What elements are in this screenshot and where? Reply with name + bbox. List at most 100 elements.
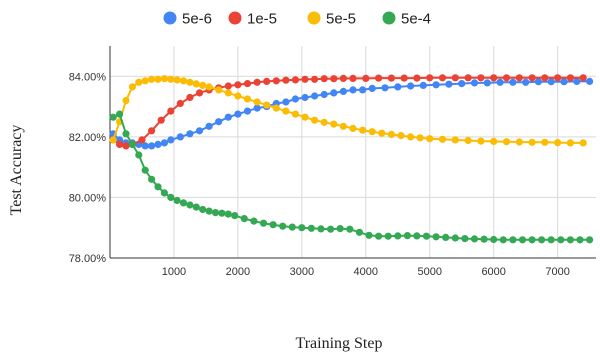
data-point (538, 236, 546, 244)
data-point (243, 95, 252, 103)
x-axis-title: Training Step (296, 335, 383, 352)
data-point (135, 78, 143, 86)
data-point (346, 225, 354, 233)
data-point (179, 77, 188, 85)
legend-marker (163, 11, 177, 25)
data-point (359, 126, 367, 134)
data-point (288, 223, 296, 231)
data-point (320, 90, 328, 99)
data-point (515, 74, 523, 82)
data-point (445, 80, 453, 88)
data-point (480, 235, 488, 243)
data-point (307, 224, 315, 232)
data-point (176, 133, 184, 141)
data-point (375, 74, 383, 82)
data-point (541, 138, 549, 146)
data-point (458, 80, 466, 88)
data-point (224, 89, 232, 97)
legend-label: 1e-5 (247, 11, 277, 28)
data-point (154, 75, 162, 83)
data-point (128, 83, 136, 91)
data-point (518, 236, 527, 244)
data-point (470, 79, 479, 87)
data-point (116, 110, 124, 118)
data-point (359, 86, 367, 94)
data-point (432, 81, 440, 89)
data-point (253, 104, 261, 112)
data-point (554, 74, 562, 82)
x-tick-label: 3000 (290, 266, 314, 278)
data-point (263, 77, 271, 85)
y-tick-label: 80.00% (69, 192, 107, 204)
data-point (566, 139, 575, 147)
data-point (269, 221, 277, 229)
data-point (186, 78, 194, 86)
data-point (282, 107, 290, 115)
data-point (330, 89, 338, 97)
data-point (502, 138, 511, 146)
data-point (173, 196, 181, 205)
data-point (195, 89, 204, 97)
data-point (218, 209, 226, 217)
data-point (282, 76, 290, 84)
data-point (330, 120, 338, 128)
data-point (407, 133, 415, 141)
legend-label: 5e-6 (182, 11, 212, 28)
data-point (528, 138, 536, 146)
data-point (477, 137, 485, 145)
data-point (502, 74, 511, 82)
data-point (566, 236, 575, 244)
data-point (394, 83, 402, 91)
legend-item-5e-5: 5e-5 (307, 11, 356, 28)
data-point (138, 136, 146, 144)
data-point (186, 93, 194, 102)
y-tick-label: 78.00% (69, 253, 107, 265)
x-tick-label: 2000 (226, 266, 250, 278)
data-point (234, 110, 242, 118)
data-point (253, 98, 261, 106)
data-point (451, 234, 459, 242)
data-point (442, 233, 450, 241)
data-point (426, 74, 434, 82)
data-point (407, 82, 415, 90)
y-tick-label: 84.00% (69, 71, 107, 83)
data-point (109, 136, 117, 144)
legend-item-5e-6: 5e-6 (163, 11, 212, 28)
data-point (438, 74, 447, 82)
legend: 5e-6 1e-5 5e-5 5e-4 (163, 11, 431, 28)
data-point (176, 99, 184, 108)
data-point (199, 205, 207, 214)
data-point (231, 212, 239, 220)
data-point (464, 74, 472, 82)
data-point (311, 75, 319, 83)
legend-item-1e-5: 1e-5 (228, 11, 277, 28)
data-point (224, 113, 232, 121)
x-tick-label: 6000 (481, 266, 505, 278)
data-point (394, 232, 402, 240)
data-point (438, 135, 447, 143)
data-point (291, 76, 299, 84)
data-point (167, 75, 175, 83)
data-point (186, 130, 194, 138)
data-point (375, 232, 383, 240)
data-point (215, 118, 223, 126)
data-point (400, 74, 408, 82)
data-point (339, 74, 347, 82)
data-point (451, 136, 459, 144)
series-layer (109, 74, 594, 244)
data-point (534, 78, 543, 86)
axes: 78.00% 80.00% 82.00% 84.00% 1000 2000 3000 4000… (69, 46, 596, 278)
data-point (291, 95, 299, 103)
data-point (477, 74, 485, 82)
data-point (451, 74, 459, 82)
legend-item-5e-4: 5e-4 (382, 11, 431, 28)
data-point (224, 82, 232, 90)
data-point (148, 127, 156, 135)
data-point (205, 83, 213, 91)
data-point (349, 74, 357, 82)
data-point (576, 236, 584, 244)
legend-marker (382, 11, 396, 25)
data-point (128, 140, 136, 148)
data-point (483, 79, 491, 87)
data-point (160, 189, 168, 197)
